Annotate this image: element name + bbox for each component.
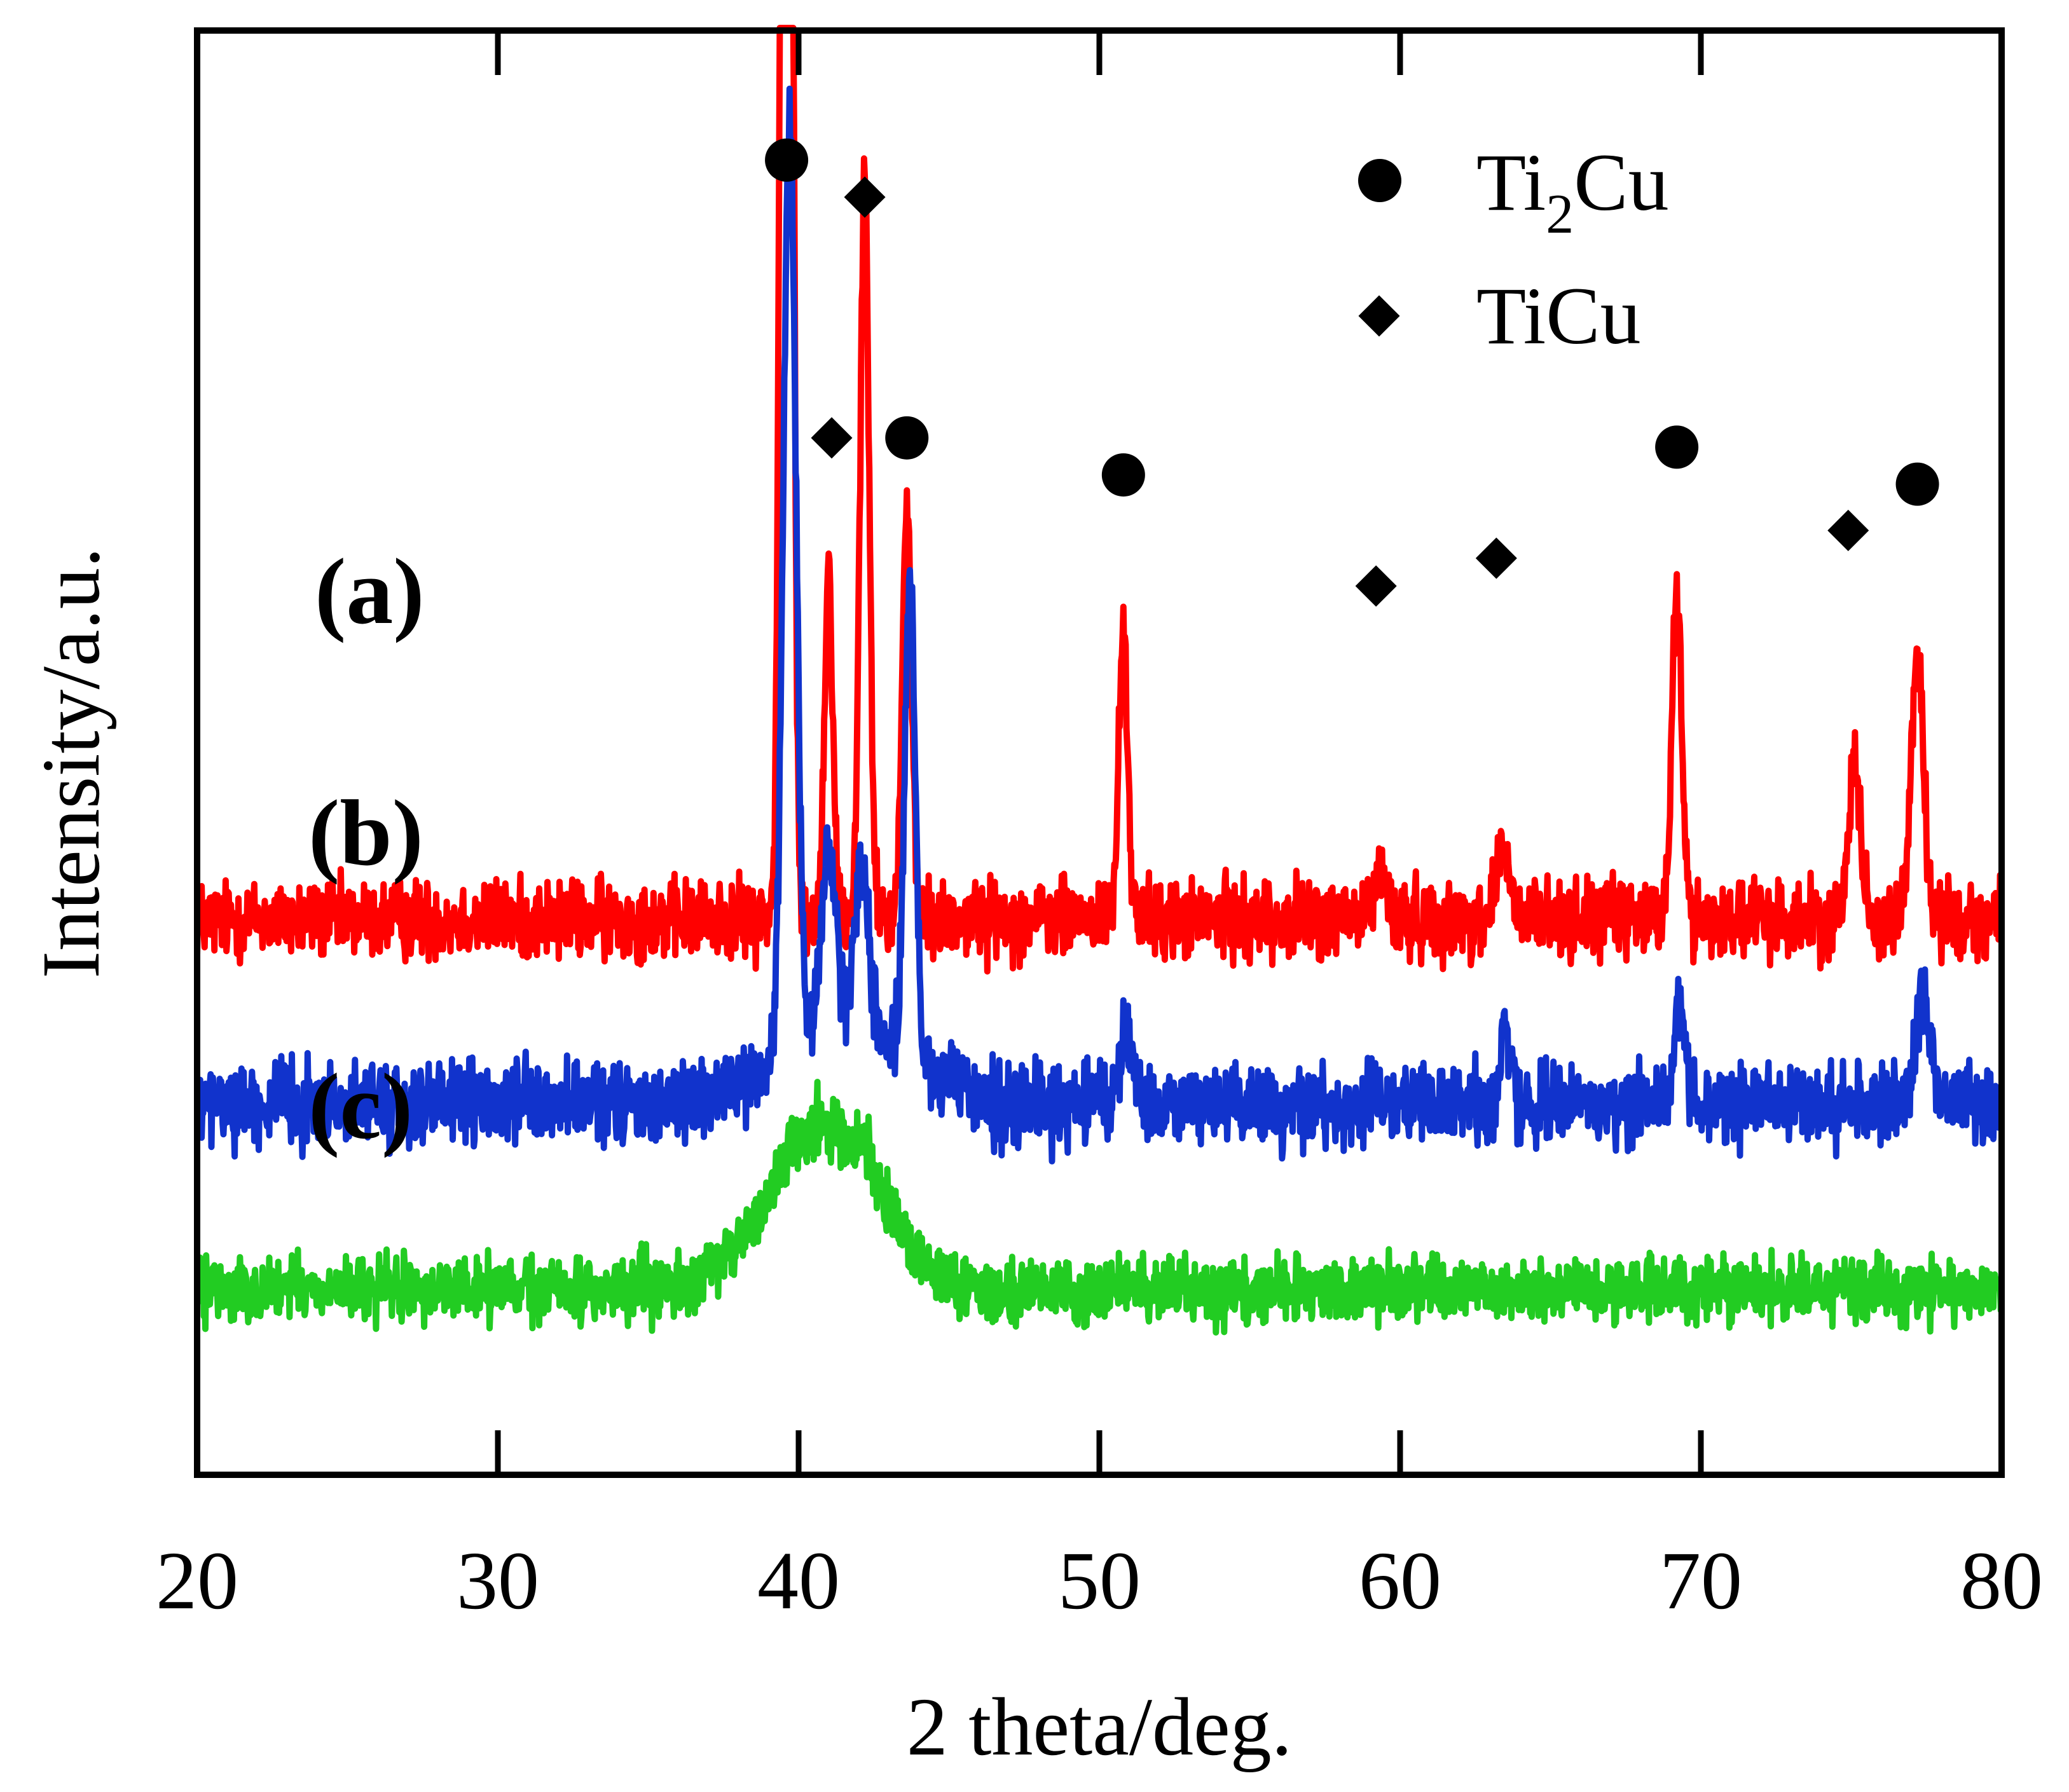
legend-label-ticu: TiCu bbox=[1476, 271, 1641, 361]
series-line-b bbox=[194, 85, 2005, 1165]
x-tick-label-20: 20 bbox=[156, 1535, 238, 1627]
peak-marker-circle-9 bbox=[1895, 462, 1939, 506]
x-axis-title: 2 theta/deg. bbox=[907, 1681, 1292, 1773]
x-tick-label-60: 60 bbox=[1359, 1535, 1441, 1627]
legend-label-ti2cu: Ti2Cu bbox=[1476, 137, 1669, 245]
x-tick-label-30: 30 bbox=[457, 1535, 539, 1627]
peak-marker-diamond-6 bbox=[1475, 537, 1517, 579]
series-line-c bbox=[194, 1079, 2005, 1336]
x-tick-label-50: 50 bbox=[1058, 1535, 1141, 1627]
peak-marker-circle-4 bbox=[1101, 453, 1145, 497]
peak-marker-diamond-8 bbox=[1827, 509, 1869, 551]
series-line-a bbox=[194, 25, 2005, 975]
legend: Ti2Cu TiCu bbox=[1358, 137, 1669, 361]
legend-diamond-marker bbox=[1358, 295, 1400, 337]
legend-label-ti2cu-main: Ti bbox=[1476, 137, 1546, 228]
peak-marker-circle-0 bbox=[765, 138, 809, 182]
peak-marker-diamond-2 bbox=[811, 417, 853, 459]
peak-marker-circle-7 bbox=[1655, 425, 1699, 469]
x-tick-label-80: 80 bbox=[1960, 1535, 2043, 1627]
y-axis-title: Intensity/a.u. bbox=[25, 547, 117, 979]
legend-circle-marker bbox=[1358, 159, 1401, 202]
series-layer bbox=[194, 25, 2005, 1336]
peak-marker-diamond-1 bbox=[844, 176, 886, 218]
x-tick-label-70: 70 bbox=[1660, 1535, 1742, 1627]
peak-marker-layer bbox=[765, 138, 1939, 607]
series-label-b: (b) bbox=[308, 781, 423, 886]
peak-marker-diamond-5 bbox=[1355, 565, 1397, 607]
legend-label-ti2cu-rest: Cu bbox=[1574, 137, 1668, 228]
legend-label-ti2cu-sub: 2 bbox=[1546, 184, 1574, 245]
series-label-a: (a) bbox=[315, 540, 425, 644]
x-tick-label-40: 40 bbox=[757, 1535, 840, 1627]
peak-marker-circle-3 bbox=[885, 416, 929, 460]
series-label-c: (c) bbox=[308, 1055, 413, 1159]
tick-layer: 20 30 40 50 60 70 80 bbox=[156, 31, 2043, 1627]
